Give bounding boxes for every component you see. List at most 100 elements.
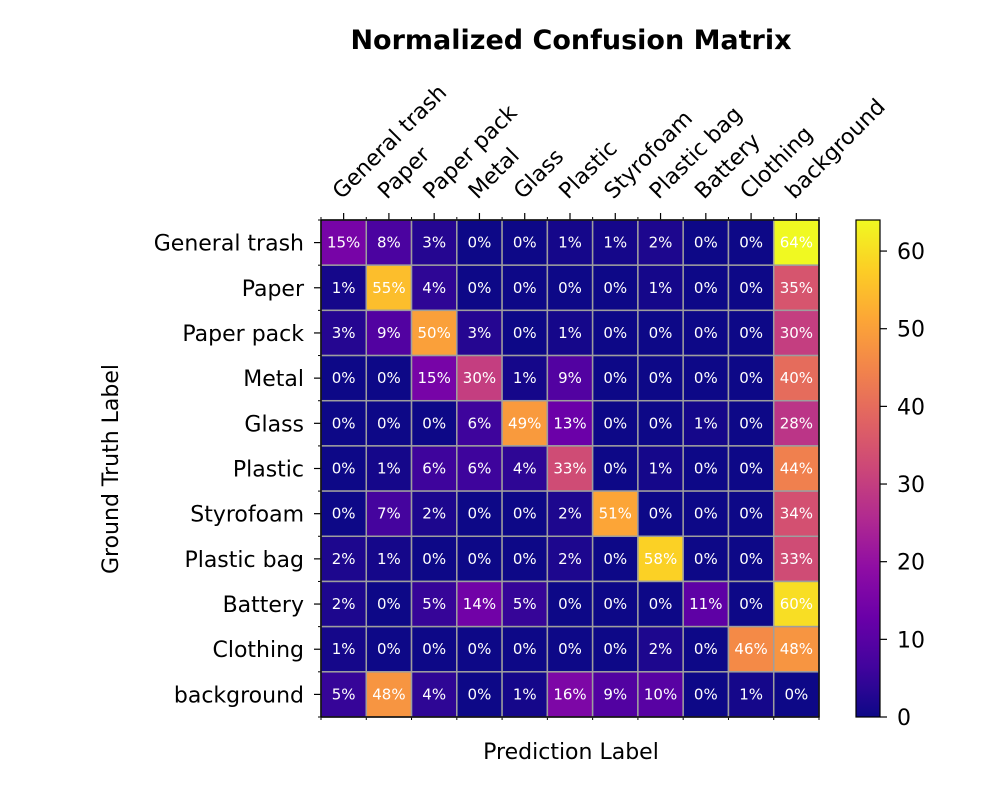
cell-value-label: 33%	[553, 460, 586, 478]
y-axis-ticks: General trash Paper Paper pack Metal Glass Pl…	[154, 219, 321, 718]
heatmap-cell	[365, 354, 413, 402]
heatmap-cell	[410, 445, 458, 492]
cell-value-label: 0%	[739, 550, 763, 568]
cell-value-label: 28%	[780, 414, 813, 432]
cell-value-label: 11%	[689, 595, 722, 613]
cell-value-label: 0%	[603, 595, 627, 613]
heatmap-cell	[682, 445, 730, 492]
cell-value-label: 0%	[468, 505, 492, 523]
heatmap-cell	[320, 490, 368, 538]
heatmap-cell	[727, 309, 775, 357]
cell-value-label: 33%	[780, 550, 813, 568]
colorbar-tick-label: 50	[897, 318, 925, 343]
cell-value-label: 0%	[649, 595, 673, 613]
cell-value-label: 2%	[558, 550, 582, 568]
cell-value-label: 5%	[332, 685, 356, 703]
cell-value-label: 46%	[734, 640, 767, 658]
y-tick-label: Metal	[243, 367, 304, 392]
heatmap-cell	[772, 309, 820, 357]
colorbar: 0 10 20 30 40 50 60	[855, 219, 925, 731]
cell-value-label: 0%	[694, 324, 718, 342]
heatmap-cell	[546, 219, 594, 266]
cell-value-label: 30%	[780, 324, 813, 342]
heatmap-cell	[365, 309, 413, 357]
heatmap-cell	[546, 535, 594, 583]
y-axis-label: Ground Truth Label	[99, 364, 124, 574]
cell-value-label: 1%	[377, 550, 401, 568]
cell-value-label: 1%	[649, 460, 673, 478]
cell-value-label: 0%	[377, 369, 401, 387]
heatmap-cell	[501, 445, 549, 492]
cell-value-label: 35%	[780, 279, 813, 297]
heatmap-cell	[320, 671, 368, 718]
cell-value-label: 2%	[422, 505, 446, 523]
heatmap-cell	[772, 580, 820, 628]
cell-value-label: 0%	[649, 369, 673, 387]
cell-value-label: 13%	[553, 414, 586, 432]
cell-value-label: 1%	[558, 234, 582, 252]
cell-value-label: 2%	[558, 505, 582, 523]
heatmap-cell	[365, 625, 413, 673]
heatmap-cell	[772, 490, 820, 538]
heatmap-cell	[501, 309, 549, 357]
cell-value-label: 0%	[603, 550, 627, 568]
cell-value-label: 0%	[784, 685, 808, 703]
cell-value-label: 8%	[377, 234, 401, 252]
cell-value-label: 0%	[694, 685, 718, 703]
cell-value-label: 0%	[558, 640, 582, 658]
heatmap-cell	[365, 399, 413, 447]
cell-value-label: 48%	[372, 685, 405, 703]
y-tick-label: General trash	[154, 232, 304, 257]
cell-value-label: 0%	[694, 640, 718, 658]
cell-value-label: 0%	[332, 369, 356, 387]
heatmap-cell	[772, 625, 820, 673]
y-tick-label: Glass	[244, 412, 304, 437]
heatmap-cell	[637, 490, 684, 538]
cell-value-label: 3%	[468, 324, 492, 342]
cell-value-label: 14%	[463, 595, 496, 613]
cell-value-label: 48%	[780, 640, 813, 658]
heatmap-frame	[320, 219, 820, 718]
cell-value-label: 7%	[377, 505, 401, 523]
cell-value-label: 3%	[422, 234, 446, 252]
cell-value-label: 0%	[513, 505, 537, 523]
colorbar-tick-label: 20	[897, 551, 925, 576]
cell-value-label: 0%	[739, 279, 763, 297]
cell-value-label: 60%	[780, 595, 813, 613]
cell-value-label: 0%	[694, 279, 718, 297]
cell-value-label: 55%	[372, 279, 405, 297]
cell-value-label: 0%	[422, 414, 446, 432]
heatmap-cell	[727, 354, 775, 402]
heatmap-cell	[591, 354, 639, 402]
cell-value-label: 1%	[649, 279, 673, 297]
cell-value-label: 0%	[694, 234, 718, 252]
colorbar-tick-label: 0	[897, 706, 911, 731]
y-tick-label: background	[174, 683, 304, 708]
heatmap-cell-labels: 15% 8% 3% 0% 0% 1% 1% 2% 0% 0% 64% 1% 55% 4% 0% 0% 0% 0% 1…	[327, 234, 813, 704]
cell-value-label: 0%	[377, 640, 401, 658]
heatmap-cell	[320, 625, 368, 673]
colorbar-tick-label: 60	[897, 240, 925, 265]
heatmap-cell	[501, 535, 549, 583]
heatmap-cell	[546, 625, 594, 673]
heatmap-cell	[682, 399, 730, 447]
cell-value-label: 2%	[649, 640, 673, 658]
heatmap-cell	[682, 625, 730, 673]
heatmap-cell	[320, 354, 368, 402]
heatmap-cell	[410, 625, 458, 673]
cell-value-label: 15%	[418, 369, 451, 387]
cell-value-label: 0%	[513, 550, 537, 568]
cell-value-label: 0%	[603, 414, 627, 432]
cell-value-label: 0%	[513, 324, 537, 342]
cell-value-label: 6%	[468, 460, 492, 478]
heatmap-cell	[637, 399, 684, 447]
cell-value-label: 2%	[332, 595, 356, 613]
cell-value-label: 0%	[603, 279, 627, 297]
y-tick-label: Battery	[223, 593, 304, 618]
cell-value-label: 0%	[603, 324, 627, 342]
heatmap-cell	[456, 309, 503, 357]
cell-value-label: 64%	[780, 234, 813, 252]
cell-value-label: 0%	[739, 234, 763, 252]
heatmap-cell	[727, 399, 775, 447]
